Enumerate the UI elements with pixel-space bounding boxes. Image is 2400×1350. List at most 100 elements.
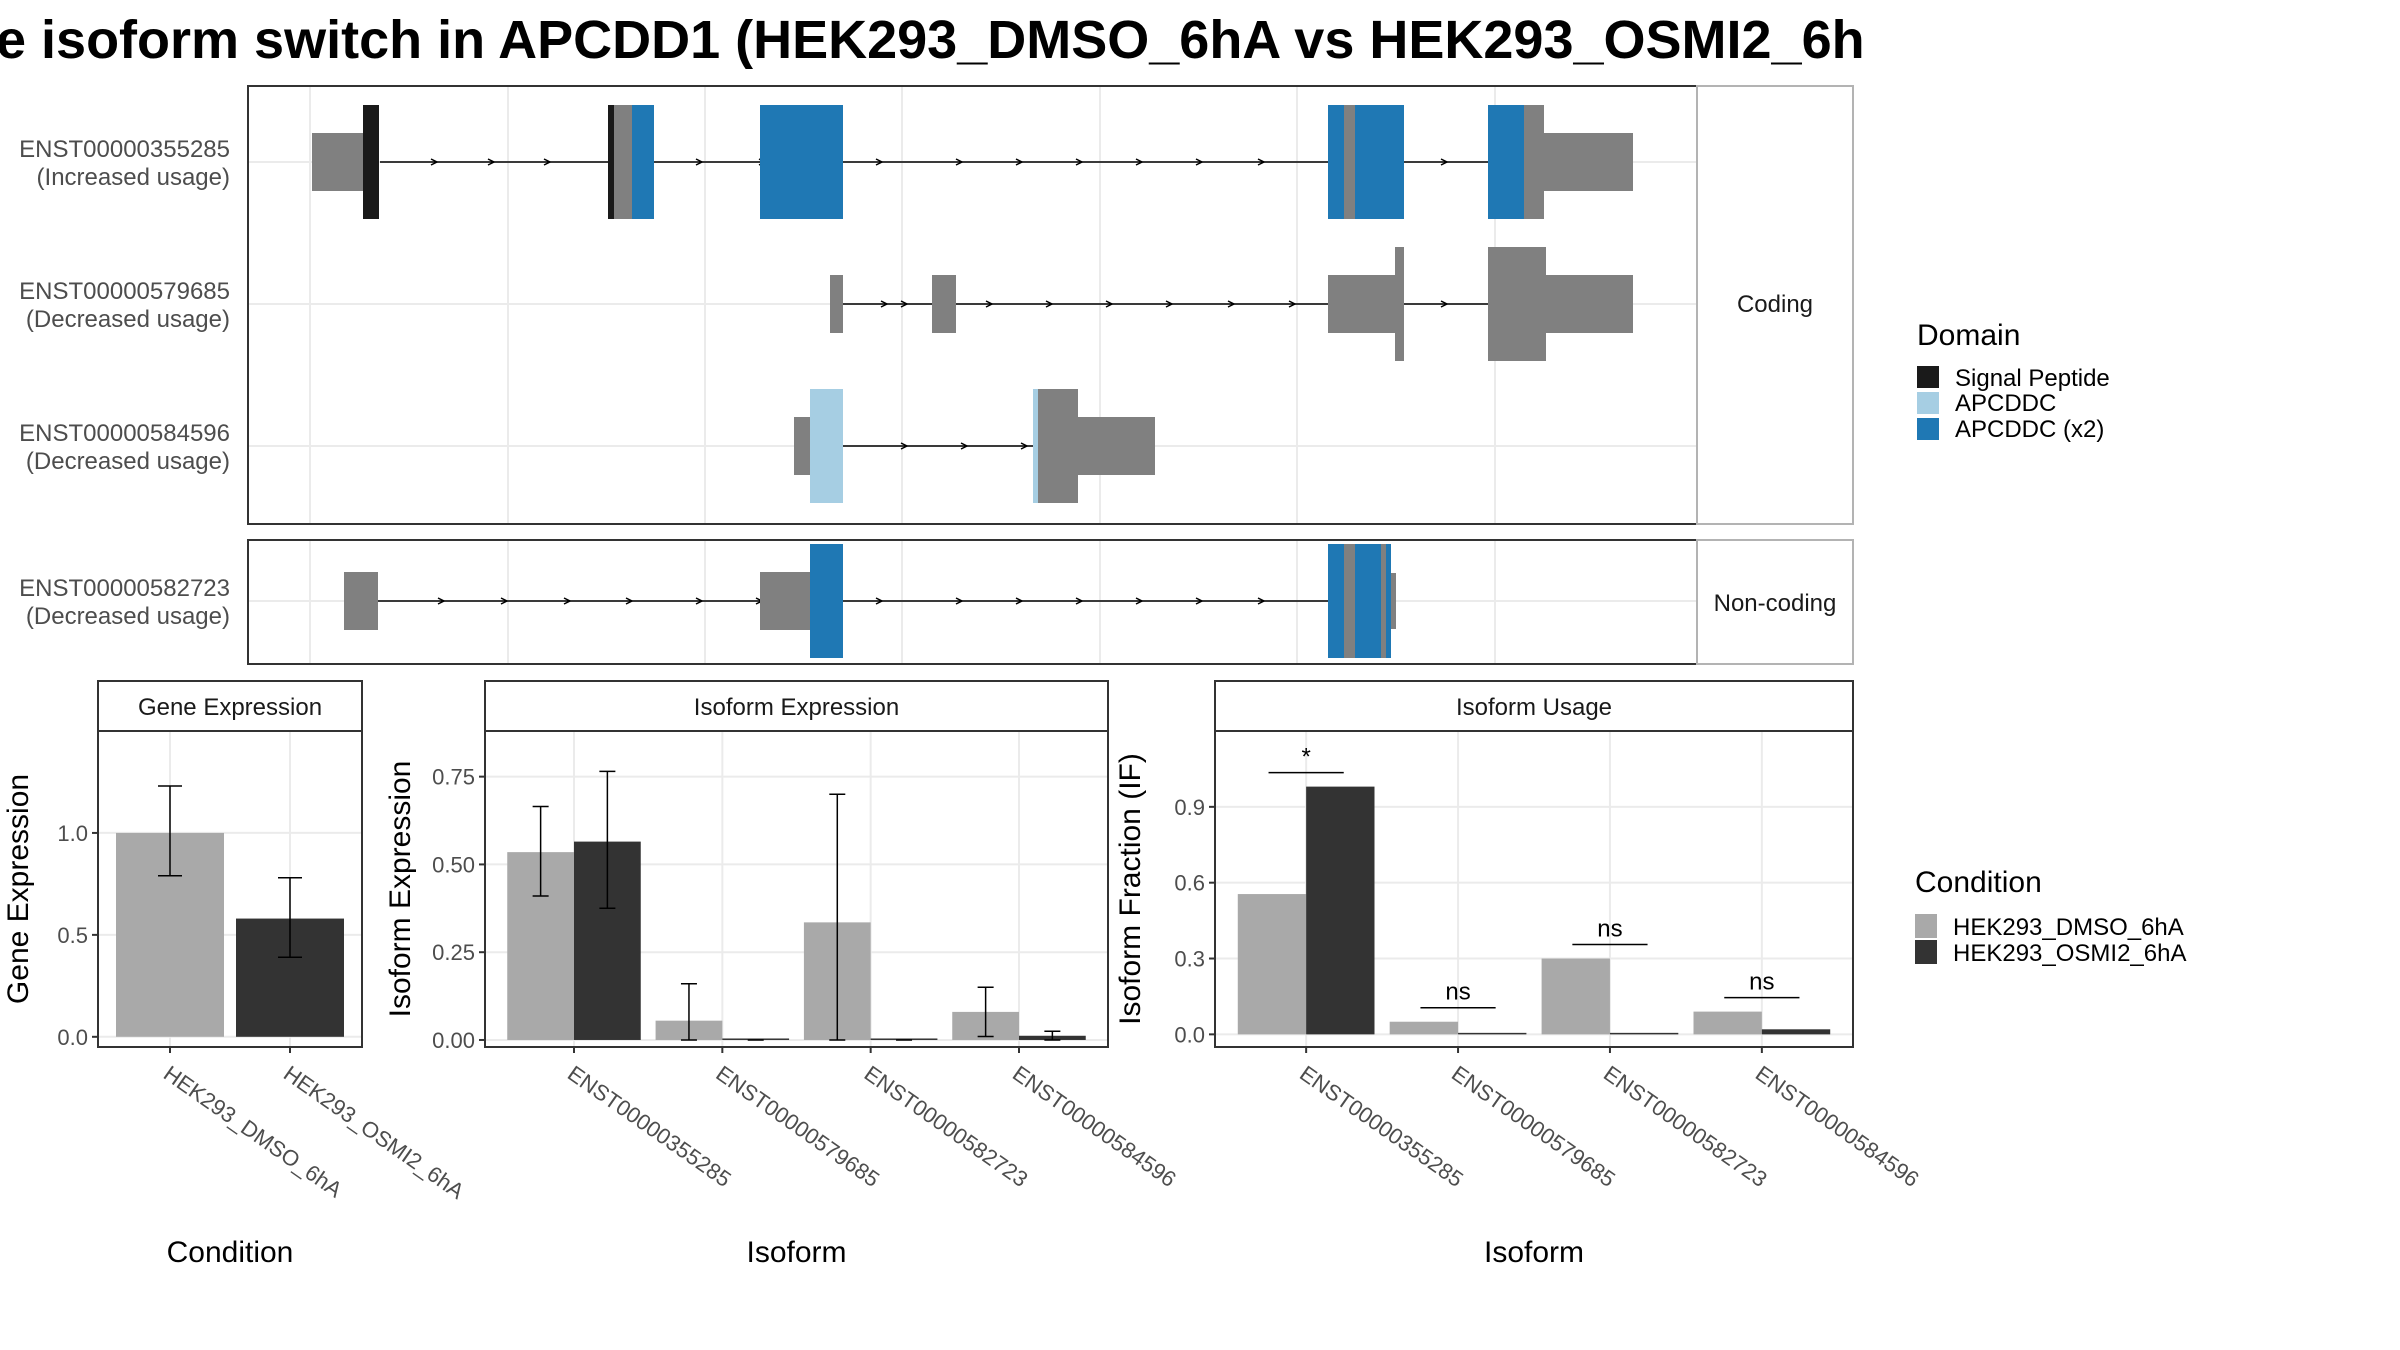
signal-peptide-domain xyxy=(608,105,614,219)
exon-block xyxy=(830,275,843,333)
x-tick-label: ENST00000579685 xyxy=(711,1061,884,1192)
exon-block xyxy=(1328,275,1402,333)
x-axis-title: Isoform xyxy=(1484,1236,1584,1269)
apcddc-x2-domain xyxy=(1386,544,1391,658)
x-tick-label: ENST00000584596 xyxy=(1008,1061,1181,1192)
strand-arrow xyxy=(875,597,884,605)
strand-arrow xyxy=(880,300,889,308)
y-axis-title: Gene Expression xyxy=(2,774,35,1004)
transcript-usage-label: (Decreased usage) xyxy=(26,306,230,333)
exon-block xyxy=(1344,105,1355,219)
strand-arrow xyxy=(487,158,496,166)
significance-label: ns xyxy=(1445,979,1470,1006)
strand-arrow xyxy=(900,442,909,450)
y-tick-label: 0.0 xyxy=(57,1025,88,1050)
strand-arrow xyxy=(695,597,704,605)
exon-block xyxy=(1038,389,1078,503)
legend-swatch-osmi2 xyxy=(1915,940,1937,964)
chart-strip-box xyxy=(484,680,1109,732)
strand-arrow xyxy=(1257,597,1266,605)
apcddc-domain xyxy=(810,389,843,503)
strand-arrow xyxy=(1075,597,1084,605)
coding-strip-box xyxy=(1696,85,1854,525)
chart-strip-label: Gene Expression xyxy=(138,694,322,721)
transcript-usage-label: (Decreased usage) xyxy=(26,603,230,630)
bar xyxy=(1237,894,1307,1035)
transcript-usage-label: (Increased usage) xyxy=(37,164,230,191)
transcript-structure-panel xyxy=(247,85,1698,665)
x-tick-label: ENST00000355285 xyxy=(563,1061,736,1192)
bar xyxy=(1693,1011,1762,1035)
strand-arrow xyxy=(1075,158,1084,166)
legend-swatch-signal-peptide xyxy=(1917,366,1939,388)
strand-arrow xyxy=(955,158,964,166)
domain-legend-title: Domain xyxy=(1917,319,2020,352)
strand-arrow xyxy=(1288,300,1297,308)
strand-arrow xyxy=(985,300,994,308)
exon-block xyxy=(312,133,366,191)
strand-arrow xyxy=(1135,158,1144,166)
exon-block xyxy=(1395,247,1404,361)
coding-strip: Coding xyxy=(1696,85,1854,525)
legend-label-osmi2: HEK293_OSMI2_6hA xyxy=(1953,940,2186,967)
chart-strip-box xyxy=(97,680,363,732)
bar xyxy=(1761,1029,1831,1035)
transcript-usage-label: (Decreased usage) xyxy=(26,448,230,475)
y-tick-label: 0.5 xyxy=(57,923,88,948)
significance-label: ns xyxy=(1597,916,1622,943)
strand-arrow xyxy=(1165,300,1174,308)
apcddc-domain xyxy=(1033,389,1038,503)
y-tick-label: 0.25 xyxy=(432,940,475,965)
apcddc-x2-domain xyxy=(1488,105,1524,219)
noncoding-strip: Non-coding xyxy=(1696,539,1854,665)
strand-arrow xyxy=(1257,158,1266,166)
strand-arrow xyxy=(960,442,969,450)
y-tick-label: 0.00 xyxy=(432,1028,475,1053)
strand-arrow xyxy=(1020,442,1029,450)
legend-swatch-apcddc-x2 xyxy=(1917,418,1939,440)
chart-strip-label: Isoform Usage xyxy=(1456,694,1612,721)
bar xyxy=(1609,1032,1679,1035)
y-tick-label: 0.50 xyxy=(432,852,475,877)
significance-label: ns xyxy=(1749,969,1774,996)
exon-block xyxy=(344,572,378,630)
exon-block xyxy=(1544,133,1633,191)
y-tick-label: 0.75 xyxy=(432,765,475,790)
transcript-id-label: ENST00000355285 xyxy=(19,136,230,163)
strand-arrow xyxy=(430,158,439,166)
y-tick-label: 0.3 xyxy=(1174,947,1205,972)
exon-block xyxy=(794,417,810,475)
strand-arrow xyxy=(1015,158,1024,166)
chart-panel-border xyxy=(484,730,1109,1048)
strand-arrow xyxy=(875,158,884,166)
y-axis-title: Isoform Expression xyxy=(384,761,417,1018)
apcddc-x2-domain xyxy=(632,105,654,219)
strand-arrow xyxy=(1195,158,1204,166)
legend-label-apcddc-x2: APCDDC (x2) xyxy=(1955,416,2104,443)
transcript-id-label: ENST00000584596 xyxy=(19,420,230,447)
transcript-labels: ENST00000355285 (Increased usage) ENST00… xyxy=(19,136,230,630)
condition-legend: Condition HEK293_DMSO_6hA HEK293_OSMI2_6… xyxy=(1915,866,2186,967)
legend-swatch-dmso xyxy=(1915,914,1937,938)
apcddc-x2-domain xyxy=(760,105,843,219)
chart-panel-border xyxy=(1214,730,1854,1048)
legend-label-dmso: HEK293_DMSO_6hA xyxy=(1953,914,2184,941)
expression-charts: Gene Expression0.00.51.0HEK293_DMSO_6hAH… xyxy=(2,680,1924,1269)
apcddc-x2-domain xyxy=(810,544,843,658)
x-tick-label: ENST00000355285 xyxy=(1295,1061,1468,1192)
coding-strip-label: Coding xyxy=(1737,291,1813,318)
bar xyxy=(1306,786,1375,1035)
legend-swatch-apcddc xyxy=(1917,392,1939,414)
x-tick-label: ENST00000582723 xyxy=(860,1061,1033,1192)
exon-block xyxy=(1546,275,1633,333)
y-tick-label: 1.0 xyxy=(57,821,88,846)
exon-block xyxy=(1524,105,1544,219)
y-tick-label: 0.0 xyxy=(1174,1022,1205,1047)
transcript-id-label: ENST00000579685 xyxy=(19,278,230,305)
y-axis-title: Isoform Fraction (IF) xyxy=(1114,753,1147,1025)
strand-arrow xyxy=(1440,300,1449,308)
bar xyxy=(1389,1021,1459,1035)
bar xyxy=(1458,1032,1527,1035)
domain-legend: Domain Signal Peptide APCDDC APCDDC (x2) xyxy=(1917,319,2110,443)
strand-arrow xyxy=(1440,158,1449,166)
